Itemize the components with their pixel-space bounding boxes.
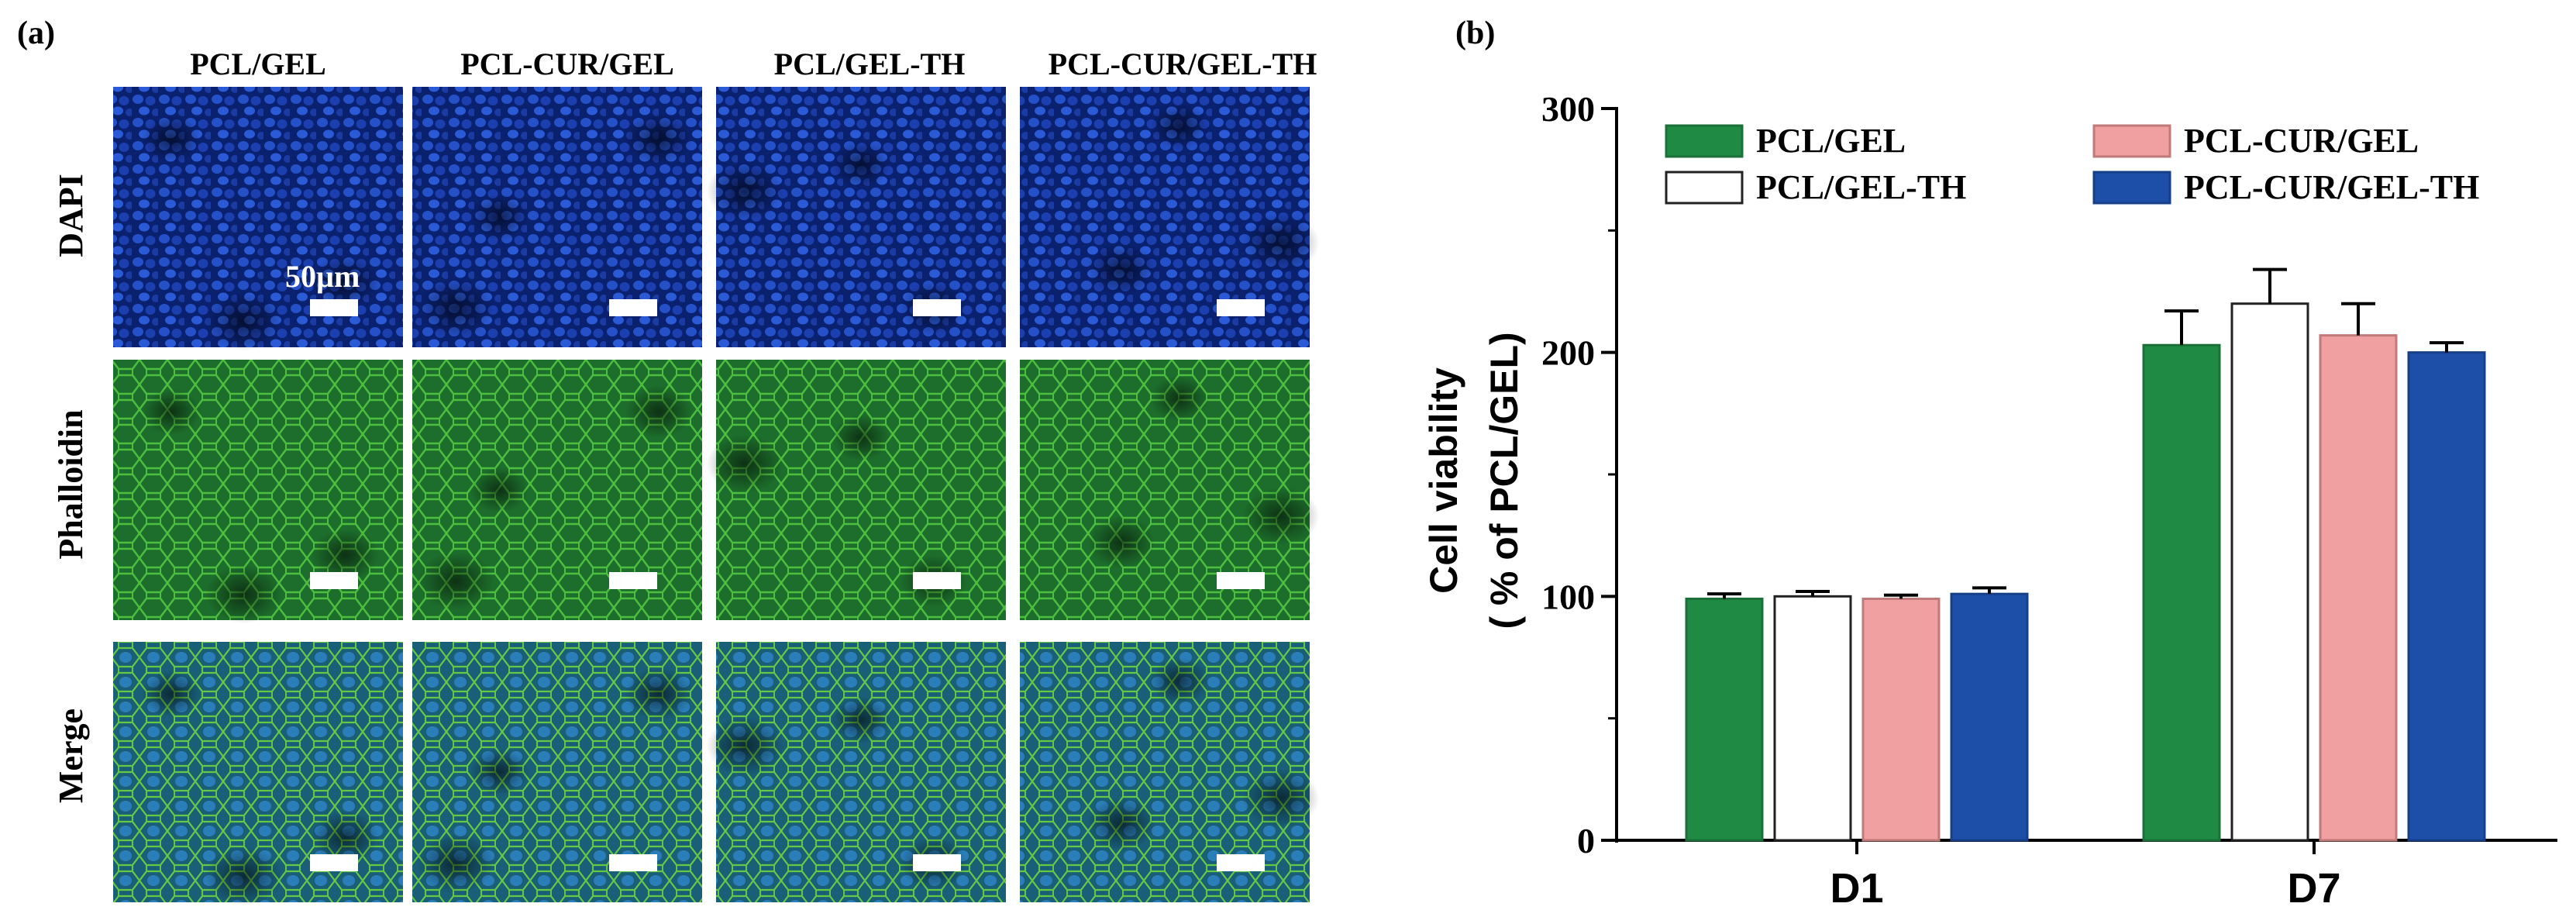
bar-pcl-gel-d1 bbox=[1685, 597, 1764, 842]
legend-item-pcl-cur-gel: PCL-CUR/GEL bbox=[2092, 122, 2419, 160]
micrograph-phalloidin-3 bbox=[706, 360, 1006, 620]
column-header-pcl-cur-gel-th: PCL-CUR/GEL-TH bbox=[1049, 47, 1317, 81]
legend-swatch bbox=[2092, 171, 2171, 205]
micrograph-dapi-1 bbox=[113, 87, 403, 351]
micrograph-dapi-2 bbox=[412, 87, 702, 347]
bar-pcl-gel-th-d7 bbox=[2230, 302, 2309, 842]
scale-bar bbox=[1217, 854, 1265, 871]
bar-pcl-cur-gel-d1 bbox=[1861, 597, 1941, 842]
column-header-pcl-gel-th: PCL/GEL-TH bbox=[774, 47, 966, 81]
legend-swatch bbox=[1665, 171, 1744, 205]
legend-label: PCL/GEL-TH bbox=[1756, 168, 1966, 206]
bar-pcl-gel-d7 bbox=[2142, 343, 2221, 842]
scale-bar bbox=[913, 572, 961, 589]
legend-item-pcl-gel: PCL/GEL bbox=[1665, 122, 1906, 160]
scale-bar bbox=[310, 854, 358, 871]
scale-bar bbox=[913, 299, 961, 316]
column-header-pcl-gel: PCL/GEL bbox=[190, 47, 326, 81]
microscopy-image-grid bbox=[113, 87, 1320, 906]
scale-bar bbox=[609, 572, 657, 589]
cell-viability-bar-chart: Cell viability ( % of PCL/GEL) 0 100 200 30… bbox=[1422, 89, 2557, 912]
y-tick-label: 100 bbox=[1541, 577, 1595, 616]
scale-bar bbox=[310, 572, 358, 589]
micrograph-merge-3 bbox=[706, 642, 1006, 902]
legend-item-pcl-cur-gel-th: PCL-CUR/GEL-TH bbox=[2092, 168, 2479, 206]
micrograph-merge-1 bbox=[113, 642, 403, 906]
x-tick-label-d7: D7 bbox=[2287, 865, 2340, 912]
scale-bar bbox=[913, 854, 961, 871]
micrograph-dapi-4 bbox=[1020, 87, 1320, 347]
micrograph-merge-4 bbox=[1020, 642, 1320, 902]
scale-bar bbox=[1217, 572, 1265, 589]
scale-bar-label: 50µm bbox=[285, 259, 360, 294]
x-tick-label-d1: D1 bbox=[1830, 865, 1883, 912]
scale-bar bbox=[1217, 299, 1265, 316]
panel-a-label: (a) bbox=[17, 16, 55, 51]
y-tick-label: 200 bbox=[1541, 333, 1595, 373]
scale-bar bbox=[310, 299, 358, 316]
legend-item-pcl-gel-th: PCL/GEL-TH bbox=[1665, 168, 1966, 206]
legend-swatch bbox=[2092, 124, 2171, 158]
bar-pcl-gel-th-d1 bbox=[1773, 595, 1852, 842]
legend-label: PCL-CUR/GEL bbox=[2184, 122, 2419, 160]
panel-b-label: (b) bbox=[1455, 16, 1495, 51]
bar-pcl-cur-gel-d7 bbox=[2319, 334, 2398, 842]
scale-bar bbox=[609, 854, 657, 871]
legend-label: PCL-CUR/GEL-TH bbox=[2184, 168, 2479, 206]
bar-pcl-cur-gel-th-d7 bbox=[2407, 351, 2486, 842]
legend-label: PCL/GEL bbox=[1756, 122, 1906, 160]
legend-swatch bbox=[1665, 124, 1744, 158]
micrograph-phalloidin-1 bbox=[113, 360, 403, 624]
micrograph-phalloidin-2 bbox=[412, 360, 702, 620]
column-header-pcl-cur-gel: PCL-CUR/GEL bbox=[460, 47, 674, 81]
micrograph-merge-2 bbox=[412, 642, 702, 902]
row-label-phalloidin: Phalloidin bbox=[52, 409, 90, 559]
bar-pcl-cur-gel-th-d1 bbox=[1950, 592, 2029, 842]
y-axis-label-line1: Cell viability bbox=[1422, 367, 1465, 594]
row-label-merge: Merge bbox=[52, 709, 90, 803]
y-tick-label: 300 bbox=[1541, 89, 1595, 129]
y-axis-label-line2: ( % of PCL/GEL) bbox=[1483, 332, 1526, 629]
micrograph-dapi-3 bbox=[706, 87, 1006, 347]
scale-bar bbox=[609, 299, 657, 316]
y-tick-label: 0 bbox=[1577, 821, 1595, 860]
row-label-dapi: DAPI bbox=[52, 174, 90, 257]
micrograph-phalloidin-4 bbox=[1020, 360, 1320, 620]
